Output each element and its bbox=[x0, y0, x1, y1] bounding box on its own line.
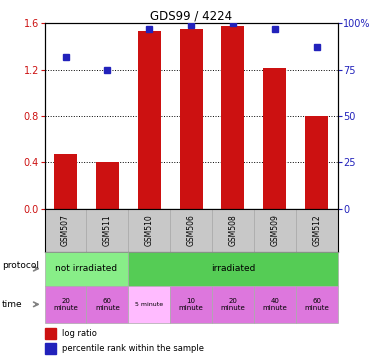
Text: irradiated: irradiated bbox=[211, 264, 255, 273]
Bar bbox=[170, 286, 212, 323]
Text: GSM510: GSM510 bbox=[145, 215, 154, 246]
Text: GSM507: GSM507 bbox=[61, 214, 70, 246]
Bar bbox=[45, 252, 128, 286]
Text: GSM512: GSM512 bbox=[312, 215, 321, 246]
Text: log ratio: log ratio bbox=[62, 329, 97, 338]
Text: 40
minute: 40 minute bbox=[262, 298, 287, 311]
Text: 60
minute: 60 minute bbox=[95, 298, 120, 311]
Text: 60
minute: 60 minute bbox=[304, 298, 329, 311]
Bar bbox=[296, 209, 338, 252]
Text: GSM508: GSM508 bbox=[229, 215, 237, 246]
Bar bbox=[212, 286, 254, 323]
Bar bbox=[45, 209, 87, 252]
Bar bbox=[87, 286, 128, 323]
Bar bbox=[128, 209, 170, 252]
Text: GSM509: GSM509 bbox=[270, 214, 279, 246]
Bar bbox=[254, 286, 296, 323]
Bar bbox=[128, 252, 338, 286]
Text: time: time bbox=[2, 300, 23, 309]
Text: 20
minute: 20 minute bbox=[53, 298, 78, 311]
Bar bbox=[305, 116, 328, 209]
Text: not irradiated: not irradiated bbox=[55, 264, 118, 273]
Text: protocol: protocol bbox=[2, 261, 39, 270]
Bar bbox=[87, 209, 128, 252]
Bar bbox=[263, 69, 286, 209]
Bar bbox=[170, 209, 212, 252]
Text: 10
minute: 10 minute bbox=[179, 298, 203, 311]
Bar bbox=[180, 29, 203, 209]
Title: GDS99 / 4224: GDS99 / 4224 bbox=[150, 9, 232, 22]
Bar bbox=[138, 31, 161, 209]
Bar bbox=[254, 209, 296, 252]
Bar bbox=[45, 343, 56, 354]
Bar bbox=[45, 286, 87, 323]
Text: percentile rank within the sample: percentile rank within the sample bbox=[62, 344, 204, 353]
Text: 20
minute: 20 minute bbox=[220, 298, 245, 311]
Bar bbox=[296, 286, 338, 323]
Bar bbox=[212, 209, 254, 252]
Text: GSM506: GSM506 bbox=[187, 214, 196, 246]
Bar bbox=[96, 162, 119, 209]
Bar bbox=[128, 286, 170, 323]
Text: 5 minute: 5 minute bbox=[135, 302, 163, 307]
Bar bbox=[222, 25, 244, 209]
Bar bbox=[54, 154, 77, 209]
Text: GSM511: GSM511 bbox=[103, 215, 112, 246]
Bar bbox=[45, 328, 56, 338]
